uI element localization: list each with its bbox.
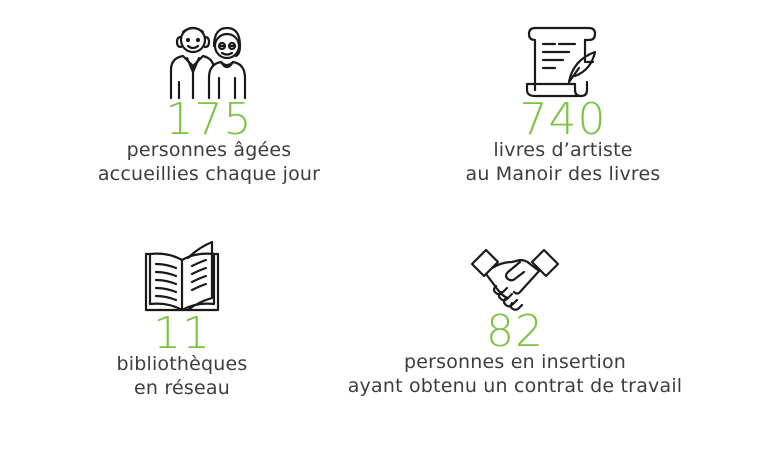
stat-elderly: 175 personnes âgées accueillies chaque j… [96,22,322,186]
stat-value: 82 [486,306,544,357]
stat-label-line2: ayant obtenu un contrat de travail [347,375,683,397]
elderly-couple-icon [169,26,247,100]
scroll-quill-icon [525,26,597,98]
stat-libraries: 11 bibliothèques en réseau [60,240,304,400]
stat-label-line2: au Manoir des livres [465,163,661,185]
stat-employment: 82 personnes en insertion ayant obtenu u… [330,246,700,398]
stat-artist-books: 740 livres d’artiste au Manoir des livre… [440,22,686,186]
stat-label-line1: personnes âgées [126,139,292,161]
open-book-icon [144,240,220,312]
handshake-icon [470,248,560,311]
stat-label-line1: livres d’artiste [493,139,633,161]
stat-label-line1: bibliothèques [116,353,248,375]
stat-label-line2: en réseau [134,377,230,399]
stat-label-line2: accueillies chaque jour [97,163,321,185]
stat-label-line1: personnes en insertion [403,351,627,373]
stat-value: 175 [165,94,253,145]
stat-value: 740 [519,94,607,145]
stat-value: 11 [153,308,211,359]
